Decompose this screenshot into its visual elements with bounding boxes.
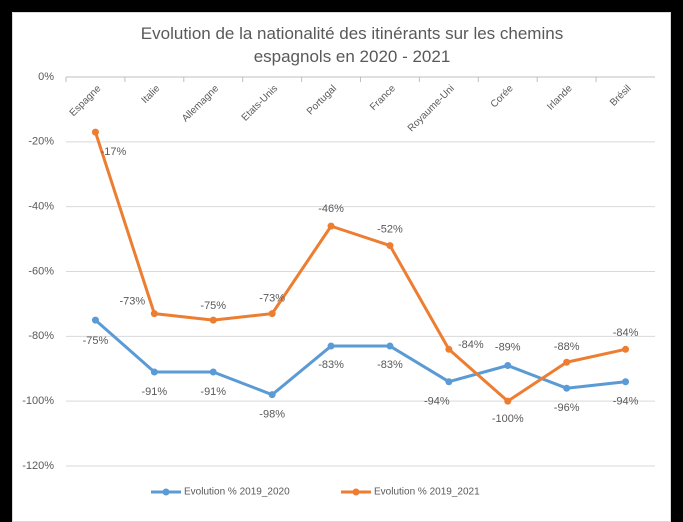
data-label: -89% (495, 341, 521, 353)
data-point (563, 384, 571, 392)
chart: -120% -100% -80% -60% -40% -20% 0% Espagne Itali… (12, 12, 671, 522)
data-point (622, 378, 630, 386)
data-label: -91% (142, 386, 168, 398)
x-tick-label: France (368, 83, 398, 113)
y-tick-label: -80% (28, 330, 54, 342)
data-label: -96% (554, 402, 580, 414)
x-tick-label: Italie (140, 83, 163, 106)
data-point (91, 128, 99, 136)
chart-area: Evolution de la nationalité des itinéran… (12, 12, 671, 522)
data-point (504, 362, 512, 370)
data-point (386, 342, 394, 350)
y-tick-label: -40% (28, 201, 54, 213)
data-point (622, 345, 630, 353)
data-point (504, 397, 512, 405)
x-tick-label: Portugal (305, 83, 339, 117)
data-label: -46% (318, 203, 344, 215)
data-label: -94% (613, 396, 639, 408)
x-tick-label: Royaume-Uni (406, 83, 457, 134)
data-point (209, 316, 217, 324)
x-tick-label: Etats-Unis (240, 83, 280, 123)
series-line (94, 131, 626, 403)
data-label: -88% (554, 341, 580, 353)
y-tick-label: -100% (22, 395, 54, 407)
data-point (150, 310, 158, 318)
data-point (327, 342, 335, 350)
data-label: -73% (259, 293, 285, 305)
data-label: -52% (377, 223, 403, 235)
data-label: -83% (377, 359, 403, 371)
x-tick-label: Corée (489, 83, 516, 110)
data-point (268, 391, 276, 399)
data-label: -98% (259, 409, 285, 421)
chart-title: Evolution de la nationalité des itinéran… (140, 24, 564, 66)
data-point (91, 316, 99, 324)
y-tick-label: 0% (38, 71, 54, 83)
x-tick-label: Brésil (608, 83, 633, 108)
data-label: -91% (200, 386, 226, 398)
data-label: -84% (613, 327, 639, 339)
y-tick-label: -60% (28, 265, 54, 277)
data-label: -94% (424, 396, 450, 408)
data-label: -83% (318, 359, 344, 371)
y-tick-label: -20% (28, 136, 54, 148)
legend-label: Evolution % 2019_2021 (374, 487, 480, 498)
data-point (445, 345, 453, 353)
x-tick-label: Allemagne (180, 83, 221, 124)
x-tick-label: Espagne (68, 83, 104, 119)
data-point (327, 222, 335, 230)
data-point (209, 368, 217, 376)
data-point (268, 310, 276, 318)
series-line (94, 318, 626, 397)
data-label: -100% (492, 413, 524, 425)
data-label: -84% (458, 339, 484, 351)
x-tick-label: Irlande (545, 83, 575, 113)
legend-marker (352, 488, 360, 496)
data-label: -73% (120, 296, 146, 308)
data-label: -75% (200, 300, 226, 312)
data-point (563, 358, 571, 366)
data-point (386, 242, 394, 250)
y-tick-label: -120% (22, 460, 54, 472)
legend-marker (162, 488, 170, 496)
data-label: -17% (101, 146, 127, 158)
data-point (445, 378, 453, 386)
data-label: -75% (83, 335, 109, 347)
data-point (150, 368, 158, 376)
legend-label: Evolution % 2019_2020 (184, 487, 290, 498)
